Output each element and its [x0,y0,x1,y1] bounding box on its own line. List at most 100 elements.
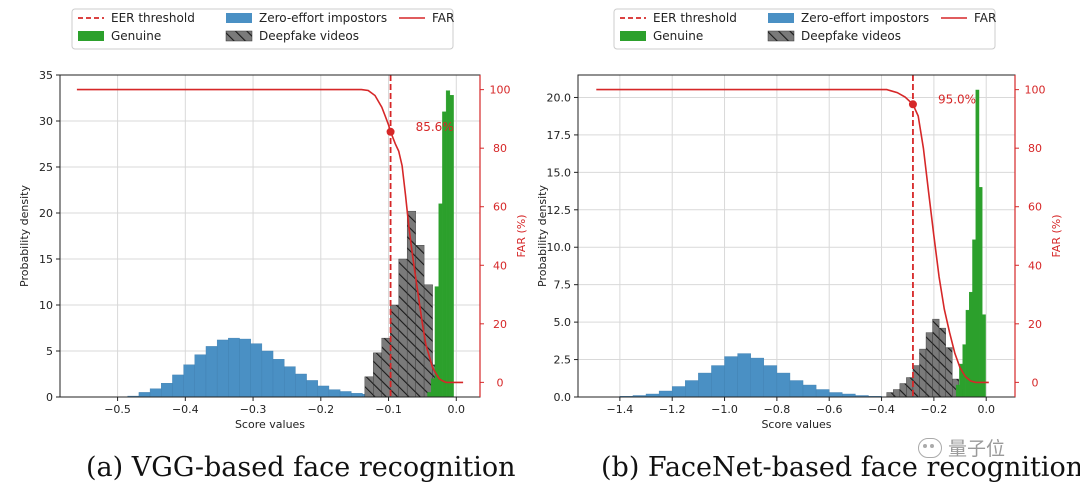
y-tick-label: 10 [39,299,53,312]
x-tick-label: −0.6 [816,403,843,416]
y-tick-label: 10.0 [547,241,572,254]
genuine-bar [427,392,432,398]
zero-effort-bar [228,337,240,398]
zero-effort-bar [339,391,352,398]
x-tick-label: −0.4 [868,403,895,416]
zero-effort-bar [205,346,218,398]
legend-label: Genuine [111,29,161,43]
eer-far-point [386,127,395,136]
genuine-bar [442,111,447,398]
x-axis-label: Score values [761,418,831,431]
genuine-bar [965,309,970,398]
zero-effort-bar [829,392,843,398]
far-tick-label: 40 [493,259,507,272]
y-axis-label: Probability density [18,185,31,287]
zero-effort-bar [685,380,699,398]
y-tick-label: 15 [39,253,53,266]
far-tick-label: 100 [490,84,511,97]
zero-effort-bar [672,386,686,398]
zero-effort-bar [284,366,296,398]
deepfake-bar [906,377,914,398]
zero-effort-bar [261,350,274,398]
legend-label: FAR [432,11,454,25]
zero-effort-bar [763,365,778,398]
deepfake-bar [919,348,927,398]
far-line [76,88,464,384]
legend-label: Zero-effort impostors [259,11,387,25]
zero-effort-bar [138,392,151,398]
legend-label: EER threshold [653,11,737,25]
deepfake-bar [373,352,382,398]
x-axis-label: Score values [235,418,305,431]
zero-effort-bar [750,357,764,398]
deepfake-bar [925,332,933,398]
genuine-bar [982,314,986,398]
far-tick-label: 100 [1025,84,1046,97]
zero-effort-bar [815,389,830,398]
legend: EER threshold Zero-effort impostors FAR Gen… [71,8,454,50]
far-tick-label: 80 [493,142,507,155]
y-tick-label: 15.0 [547,166,572,179]
deepfake-bar [390,304,399,398]
x-tick-label: −0.3 [240,403,267,416]
far-axis-label: FAR (%) [515,214,528,257]
y-tick-label: 5 [46,345,53,358]
far-line [596,88,989,384]
far-tick-label: 20 [493,318,507,331]
y-tick-label: 5.0 [554,316,572,329]
far-axis-label: FAR (%) [1050,214,1063,257]
y-tick-label: 30 [39,115,53,128]
deepfake-bar [912,365,920,398]
legend-label: Deepfake videos [801,29,901,43]
zero-effort-bar [295,373,307,398]
y-tick-label: 20 [39,207,53,220]
deepfake-bar [406,210,416,398]
genuine-bar [978,187,983,398]
x-tick-label: −1.2 [659,403,686,416]
legend: EER threshold Zero-effort impostors FAR Gen… [613,8,996,50]
zero-effort-bar [194,354,207,398]
x-tick-label: −0.5 [104,403,131,416]
far-tick-label: 40 [1028,259,1042,272]
far-tick-label: 80 [1028,142,1042,155]
y-tick-label: 12.5 [547,204,572,217]
legend-label: Genuine [653,29,703,43]
zero-effort-bar [250,343,263,398]
zero-effort-bar [216,339,229,398]
y-tick-label: 0 [46,391,53,404]
zero-effort-bar [737,353,751,398]
genuine-bar [431,378,436,398]
zero-effort-bar [711,365,725,398]
x-tick-label: −0.2 [307,403,334,416]
x-tick-label: −0.2 [921,403,948,416]
deepfake-bar [364,376,374,398]
deepfake-bar [381,337,391,398]
far-tick-label: 60 [1028,201,1042,214]
zero-effort-bar [272,359,285,398]
deepfake-bar [938,327,946,398]
zero-effort-bar [161,383,173,398]
zero-effort-bar [183,364,196,398]
zero-effort-bar [351,393,363,398]
zero-effort-bar [317,385,330,398]
zero-effort-bar [239,338,251,398]
zero-effort-bar [172,374,184,398]
legend-swatch-deepfake [767,30,795,42]
y-tick-label: 2.5 [554,354,572,367]
legend-swatch-genuine [78,31,104,41]
chart-facenet: 95.0% −1.4 −1.2 −1.0 −0.8 −0.6 −0.4 −0.2 0.0 0.0 2… [536,8,1063,431]
genuine-bar [434,286,439,398]
deepfake-bar [886,392,894,398]
zero-effort-bar [802,384,817,398]
genuine-bar [962,344,967,398]
y-tick-label: 35 [39,69,53,82]
y-tick-label: 25 [39,161,53,174]
far-tick-label: 60 [493,201,507,214]
deepfake-bar [893,389,901,398]
far-tick-label: 0 [1032,376,1039,389]
x-tick-label: 0.0 [448,403,466,416]
zero-effort-bar [776,372,791,398]
y-tick-label: 20.0 [547,91,572,104]
caption-vgg: (a) VGG-based face recognition [86,452,516,483]
